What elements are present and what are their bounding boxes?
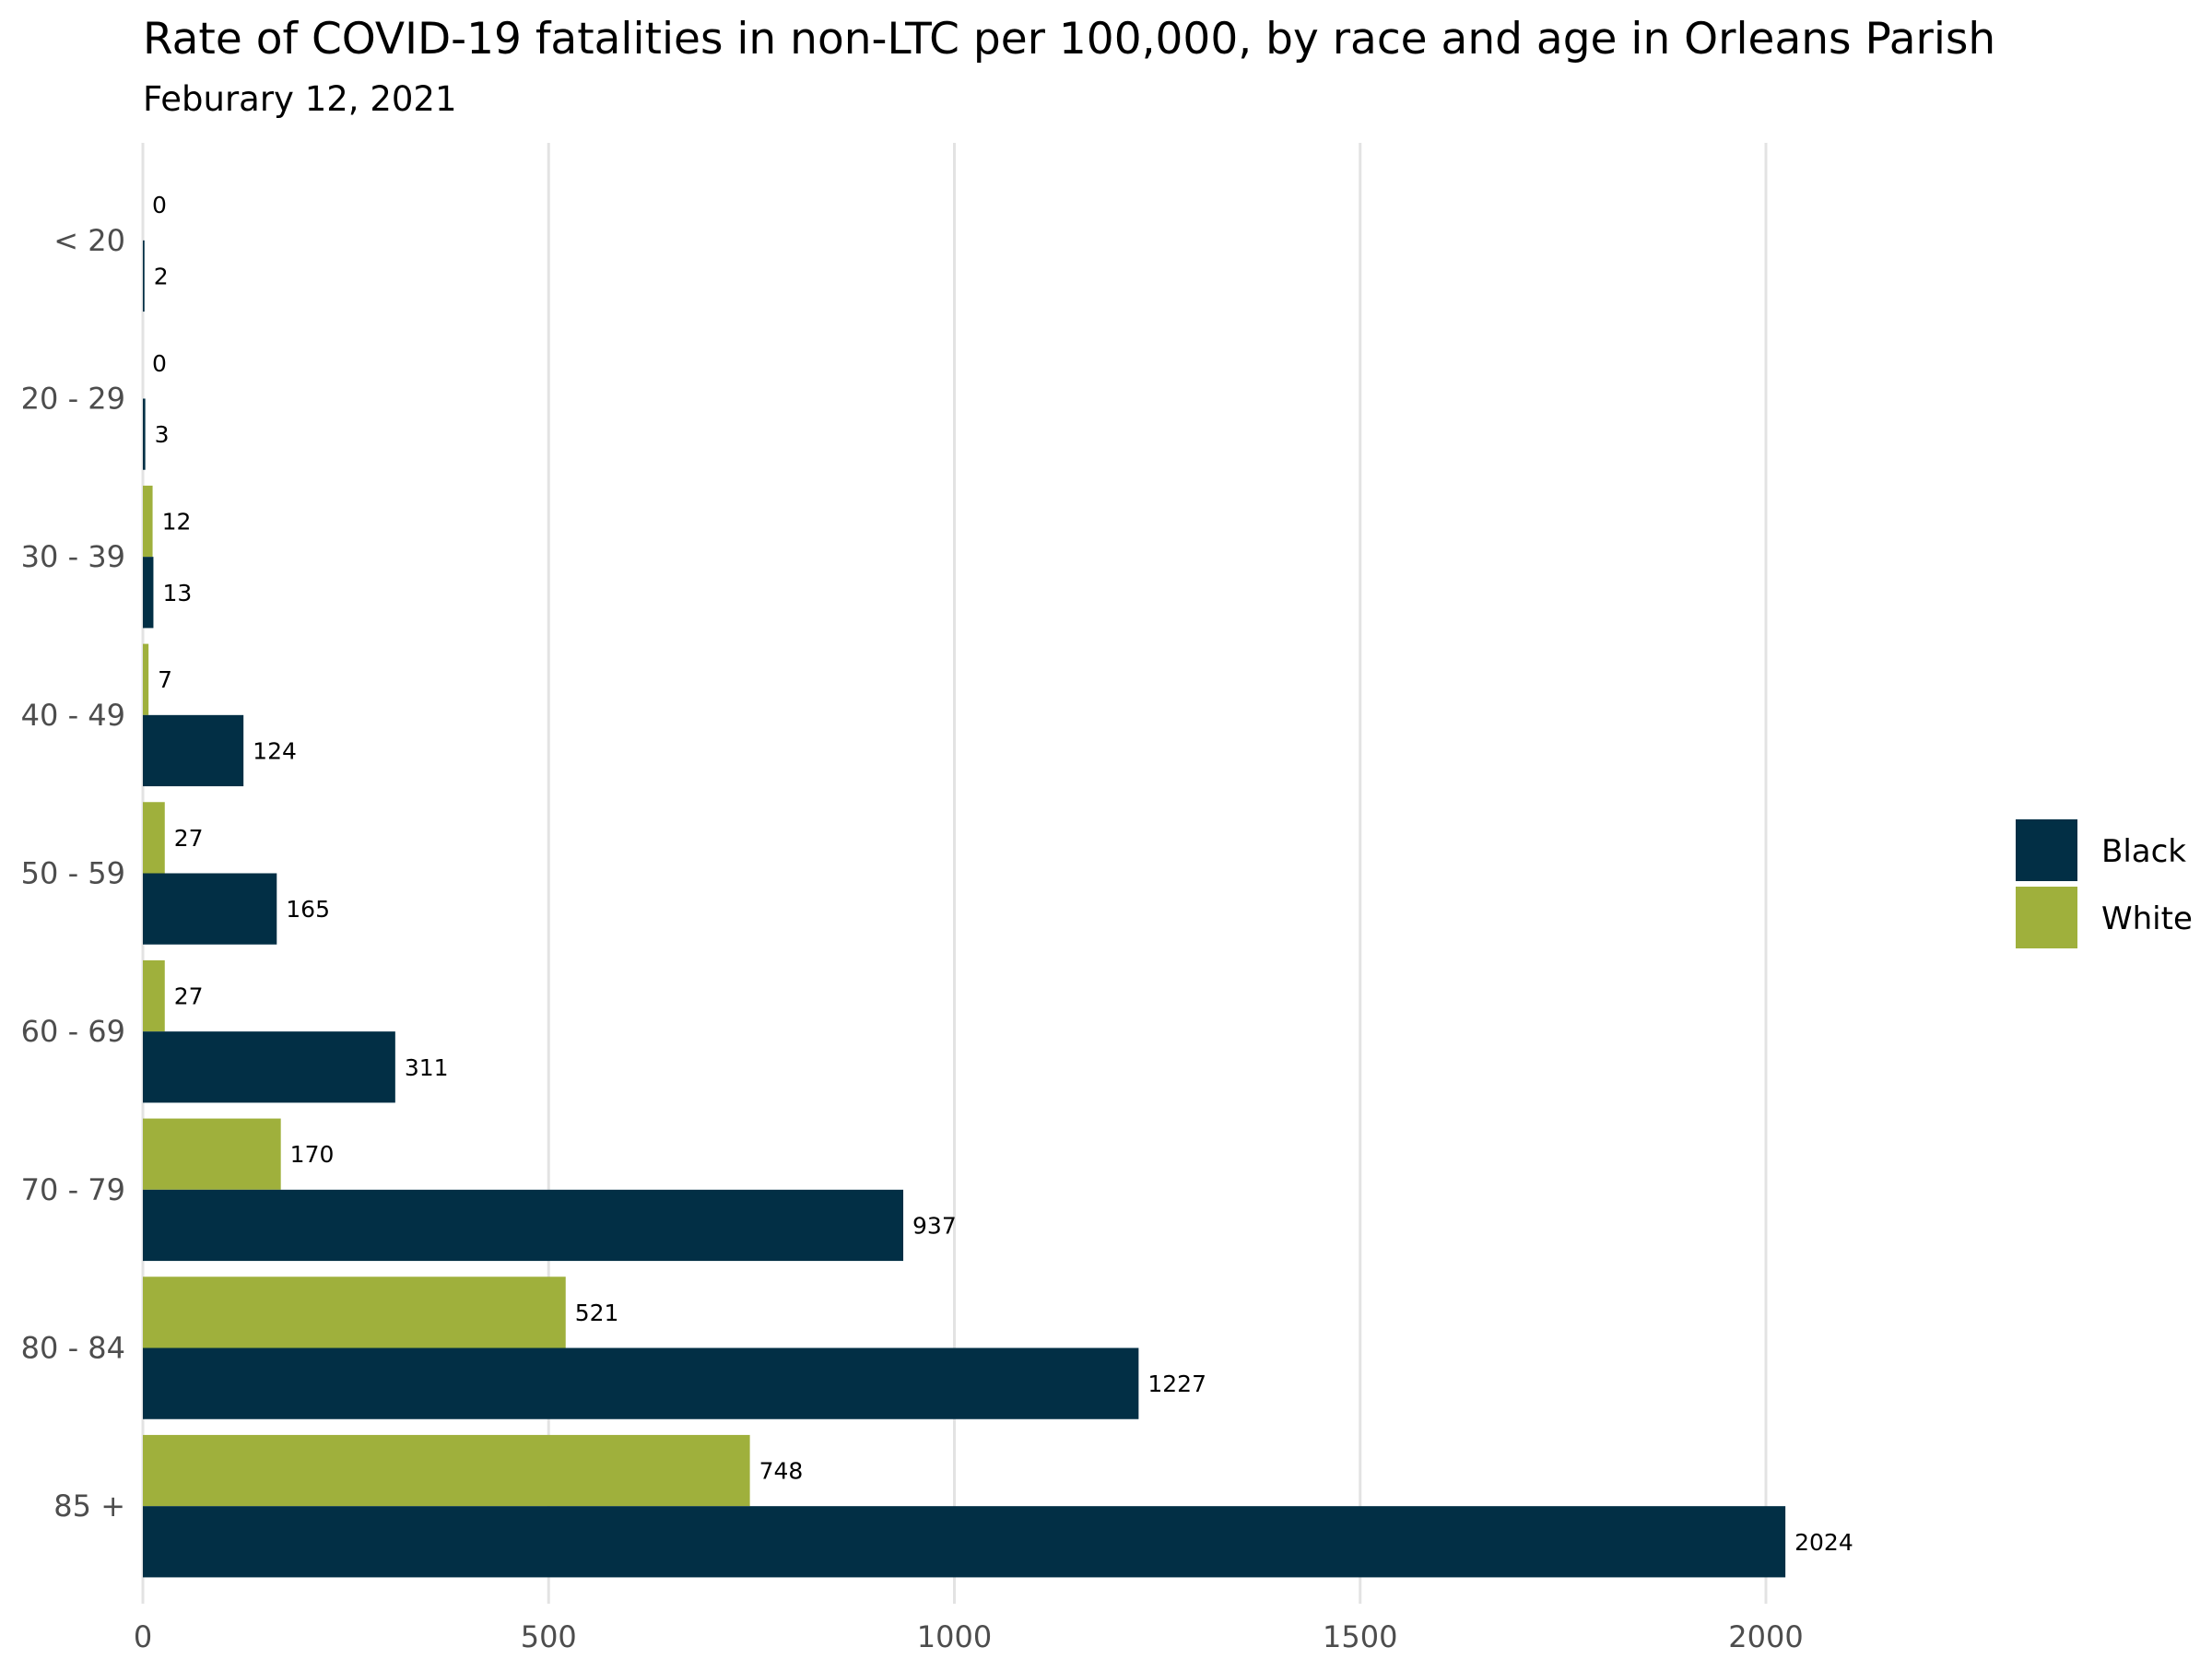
bar-black — [143, 1347, 1139, 1419]
bar-white — [143, 643, 149, 715]
chart-title: Rate of COVID-19 fatalities in non-LTC p… — [143, 14, 1995, 65]
bar-white — [143, 1277, 566, 1348]
bars — [143, 240, 1786, 1578]
y-category-label: 60 - 69 — [21, 1014, 125, 1049]
x-tick-label: 2000 — [1728, 1619, 1803, 1654]
data-label-white: 12 — [162, 509, 192, 535]
data-label-white: 27 — [174, 825, 204, 852]
y-category-label: 85 + — [53, 1488, 125, 1524]
chart-subtitle: Feburary 12, 2021 — [143, 79, 456, 119]
data-label-white: 170 — [290, 1141, 335, 1168]
bar-black — [143, 557, 154, 629]
bar-white — [143, 1434, 750, 1507]
data-label-white: 521 — [575, 1300, 619, 1326]
data-label-black: 13 — [162, 580, 192, 606]
data-label-white: 27 — [174, 983, 204, 1010]
x-tick-label: 1500 — [1323, 1619, 1397, 1654]
bar-black — [143, 240, 145, 312]
data-labels: 0 2 0 3 12 13 7 124 27 165 27 311 170 937 521 1227 748 20… — [152, 192, 1853, 1556]
bar-black — [143, 1506, 1786, 1578]
bar-black — [143, 398, 146, 470]
data-label-white: 7 — [158, 666, 172, 693]
bar-black — [143, 873, 277, 945]
data-label-white: 748 — [759, 1458, 804, 1485]
x-tick-label: 1000 — [917, 1619, 992, 1654]
data-label-black: 311 — [405, 1054, 449, 1081]
bar-white — [143, 1118, 281, 1190]
y-category-label: 30 - 39 — [21, 539, 125, 574]
data-label-black: 937 — [912, 1212, 957, 1239]
y-category-label: 50 - 59 — [21, 856, 125, 891]
y-category-label: 70 - 79 — [21, 1172, 125, 1207]
y-category-label: 40 - 49 — [21, 698, 125, 733]
bar-white — [143, 802, 165, 874]
data-label-black: 124 — [253, 737, 297, 764]
bar-black — [143, 1189, 904, 1262]
data-label-black: 1227 — [1147, 1371, 1206, 1397]
bar-black — [143, 714, 244, 787]
y-category-label: 20 - 29 — [21, 382, 125, 417]
legend-swatch-black — [2016, 819, 2077, 881]
data-label-black: 3 — [155, 421, 170, 448]
bar-white — [143, 485, 153, 558]
y-category-label: < 20 — [53, 223, 125, 258]
x-axis-ticks: 0 500 1000 1500 2000 — [134, 1619, 1804, 1654]
legend: Black White — [2016, 819, 2193, 948]
bar-white — [143, 959, 165, 1032]
y-axis-labels: < 20 20 - 29 30 - 39 40 - 49 50 - 59 60 - 69 7… — [21, 223, 125, 1524]
x-tick-label: 500 — [521, 1619, 577, 1654]
legend-swatch-white — [2016, 887, 2077, 948]
y-category-label: 80 - 84 — [21, 1331, 125, 1366]
data-label-white: 0 — [152, 350, 167, 377]
data-label-white: 0 — [152, 192, 167, 218]
legend-label-white: White — [2101, 900, 2193, 937]
data-label-black: 2024 — [1794, 1529, 1853, 1556]
x-tick-label: 0 — [134, 1619, 152, 1654]
legend-label-black: Black — [2101, 833, 2186, 870]
data-label-black: 2 — [154, 263, 169, 289]
data-label-black: 165 — [286, 896, 330, 923]
bar-black — [143, 1031, 395, 1103]
